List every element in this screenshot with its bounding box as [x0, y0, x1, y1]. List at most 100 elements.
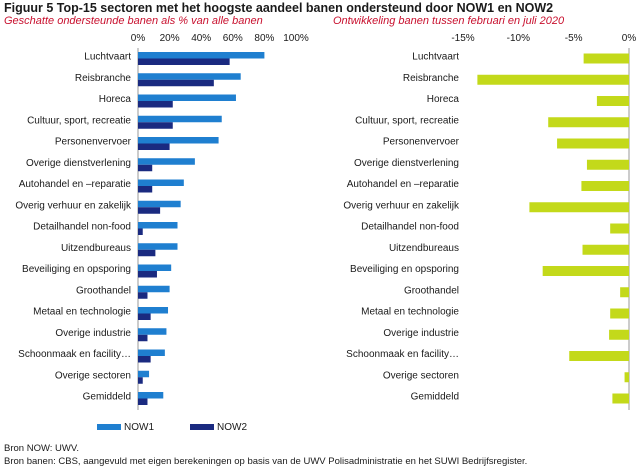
left-category-label: Overig verhuur en zakelijk [15, 200, 132, 211]
left-category-label: Beveiliging en opsporing [22, 264, 131, 275]
bar-now2 [138, 334, 148, 342]
right-category-label: Autohandel en –reparatie [347, 179, 460, 190]
bar-change [569, 351, 629, 361]
bar-change [586, 159, 629, 170]
chart-canvas: 0% 20% 40% 60% 80% 100% Luchtvaart Reisbranche… [15, 33, 637, 433]
right-category-label: Detailhandel non-food [361, 222, 459, 233]
left-category-label: Personenvervoer [55, 137, 132, 148]
bar-now2 [138, 58, 230, 65]
left-category-labels: Luchtvaart Reisbranche Horeca Cultuur, spor… [15, 52, 132, 403]
right-category-label: Reisbranche [403, 73, 460, 84]
left-category-label: Autohandel en –reparatie [19, 179, 132, 190]
bar-now2 [138, 398, 148, 405]
bar-change [609, 329, 629, 340]
right-category-label: Personenvervoer [383, 137, 460, 148]
bar-now1 [138, 243, 178, 250]
left-category-label: Luchtvaart [84, 52, 131, 63]
bar-change [581, 181, 629, 191]
bar-now1 [138, 158, 195, 165]
bar-now2 [138, 356, 151, 363]
left-bars [138, 52, 265, 405]
right-category-label: Metaal en technologie [361, 307, 459, 318]
left-chart-subtitle: Geschatte ondersteunde banen als % van a… [4, 15, 263, 27]
bar-now1 [138, 94, 236, 101]
legend-swatch-now1 [97, 424, 121, 430]
bar-change [612, 393, 629, 404]
right-category-label: Overige sectoren [383, 370, 459, 381]
left-category-label: Overige sectoren [55, 370, 131, 381]
bar-change [477, 74, 629, 85]
right-category-label: Gemiddeld [411, 392, 459, 403]
bar-now2 [138, 313, 151, 320]
source-note-now: Bron NOW: UWV. [4, 443, 79, 454]
bar-now1 [138, 328, 167, 335]
bar-change [548, 117, 629, 128]
left-category-label: Gemiddeld [83, 392, 131, 403]
legend-label-now2: NOW2 [217, 422, 247, 433]
bar-now2 [138, 101, 173, 108]
bar-change [610, 308, 629, 319]
bar-now1 [138, 349, 165, 356]
figure-title: Figuur 5 Top-15 sectoren met het hoogste… [4, 1, 554, 15]
right-category-label: Uitzendbureaus [389, 243, 459, 254]
left-tick-label: 60% [223, 33, 243, 44]
bar-now1 [138, 307, 169, 314]
left-category-label: Horeca [99, 94, 132, 105]
left-category-label: Detailhandel non-food [33, 222, 131, 233]
bar-now2 [138, 207, 161, 214]
left-tick-label: 0% [131, 33, 146, 44]
left-category-label: Overige dienstverlening [26, 158, 131, 169]
right-category-label: Cultuur, sport, recreatie [355, 115, 459, 126]
left-tick-label: 20% [160, 33, 180, 44]
right-category-label: Schoonmaak en facility… [346, 349, 459, 360]
left-category-label: Schoonmaak en facility… [18, 349, 131, 360]
right-chart-subtitle: Ontwikkeling banen tussen februari en ju… [333, 15, 565, 27]
right-category-label: Groothandel [404, 285, 459, 296]
bar-now2 [138, 249, 156, 257]
bar-now1 [138, 222, 178, 229]
bar-now1 [138, 179, 184, 186]
bar-change [529, 202, 629, 213]
right-tick-label: -15% [451, 33, 474, 44]
right-category-label: Overige industrie [383, 328, 459, 339]
bar-now2 [138, 292, 148, 299]
bar-now1 [138, 285, 170, 293]
bar-now2 [138, 122, 173, 129]
bar-change [542, 266, 629, 276]
right-category-label: Overig verhuur en zakelijk [343, 200, 460, 211]
legend: NOW1 NOW2 [97, 422, 247, 433]
bar-now1 [138, 200, 181, 208]
left-category-label: Uitzendbureaus [61, 243, 131, 254]
left-tick-label: 80% [254, 33, 274, 44]
legend-swatch-now2 [190, 424, 214, 430]
left-category-label: Groothandel [76, 285, 131, 296]
bar-now2 [138, 377, 143, 384]
right-category-label: Overige dienstverlening [354, 158, 459, 169]
right-category-label: Beveiliging en opsporing [350, 264, 459, 275]
left-category-label: Cultuur, sport, recreatie [27, 115, 131, 126]
bar-now2 [138, 271, 157, 278]
bar-now2 [138, 228, 143, 235]
bar-change [610, 223, 629, 234]
left-tick-label: 100% [283, 33, 309, 44]
bar-change [620, 287, 629, 298]
left-category-label: Metaal en technologie [33, 307, 131, 318]
right-tick-label: -5% [565, 33, 583, 44]
right-category-label: Luchtvaart [412, 52, 459, 63]
bar-change [557, 138, 629, 149]
bar-change [624, 372, 629, 383]
right-category-labels: Luchtvaart Reisbranche Horeca Cultuur, spor… [343, 52, 460, 403]
legend-label-now1: NOW1 [124, 422, 154, 433]
bar-now1 [138, 137, 219, 144]
bar-now1 [138, 264, 172, 271]
left-category-label: Overige industrie [55, 328, 131, 339]
right-bars [477, 53, 629, 404]
right-tick-label: 0% [622, 33, 637, 44]
bar-change [596, 96, 629, 106]
bar-now2 [138, 164, 153, 172]
bar-now1 [138, 73, 241, 80]
source-note-banen: Bron banen: CBS, aangevuld met eigen ber… [4, 456, 528, 467]
bar-now1 [138, 52, 265, 59]
bar-now1 [138, 370, 150, 378]
bar-change [582, 244, 629, 255]
